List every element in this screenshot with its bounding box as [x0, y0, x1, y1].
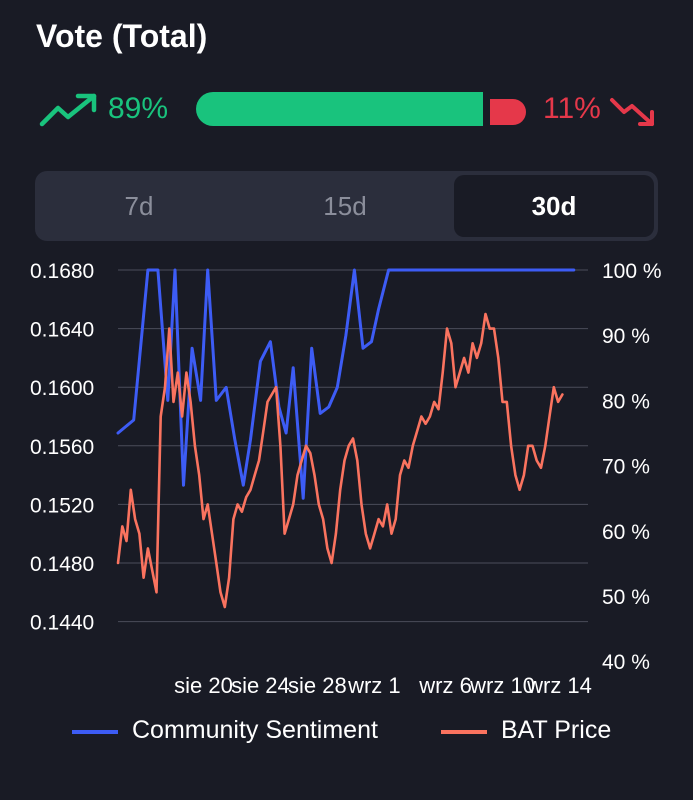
legend-swatch-price	[441, 730, 487, 734]
chart-legend: Community Sentiment BAT Price	[0, 712, 693, 752]
page-title: Vote (Total)	[36, 18, 208, 54]
series-line-bat-price	[116, 312, 564, 609]
y-left-tick-label: 0.1600	[30, 377, 94, 400]
y-right-tick-label: 80 %	[602, 390, 650, 413]
tab-30d[interactable]: 30d	[454, 175, 654, 237]
up-vote-percent: 89%	[108, 92, 169, 125]
vote-summary: 89% 11%	[0, 86, 693, 134]
sentiment-price-chart: 0.1680 0.1640 0.1600 0.1560 0.1520 0.1480 0.14…	[30, 260, 662, 698]
x-tick-label: wrz 14	[526, 673, 592, 698]
legend-label-sentiment: Community Sentiment	[132, 716, 378, 744]
y-right-tick-label: 100 %	[602, 260, 662, 283]
down-vote-bar	[490, 99, 526, 125]
timeframe-tabs: 7d 15d 30d	[35, 171, 658, 241]
x-tick-label: wrz 10	[469, 673, 535, 698]
y-right-tick-label: 40 %	[602, 651, 650, 674]
y-right-tick-label: 90 %	[602, 325, 650, 348]
x-tick-label: sie 24	[231, 673, 290, 698]
up-vote-bar	[196, 92, 483, 126]
x-tick-label: sie 20	[174, 673, 233, 698]
series-line-community-sentiment	[116, 268, 576, 500]
x-tick-label: wrz 6	[418, 673, 472, 698]
trending-up-icon	[39, 93, 97, 127]
trending-down-icon	[610, 98, 654, 126]
x-tick-label: wrz 1	[347, 673, 401, 698]
legend-label-price: BAT Price	[501, 716, 612, 744]
y-left-tick-label: 0.1480	[30, 553, 94, 576]
legend-swatch-sentiment	[72, 730, 118, 734]
y-right-tick-label: 50 %	[602, 586, 650, 609]
y-right-tick-label: 70 %	[602, 456, 650, 479]
y-right-tick-label: 60 %	[602, 521, 650, 544]
y-left-tick-label: 0.1640	[30, 319, 94, 342]
down-vote-percent: 11%	[543, 92, 601, 125]
x-tick-label: sie 28	[288, 673, 347, 698]
y-left-tick-label: 0.1520	[30, 494, 94, 517]
y-left-tick-label: 0.1680	[30, 260, 94, 283]
y-left-tick-label: 0.1560	[30, 436, 94, 459]
tab-7d[interactable]: 7d	[124, 190, 154, 221]
tab-15d[interactable]: 15d	[323, 190, 367, 221]
y-left-tick-label: 0.1440	[30, 612, 94, 635]
